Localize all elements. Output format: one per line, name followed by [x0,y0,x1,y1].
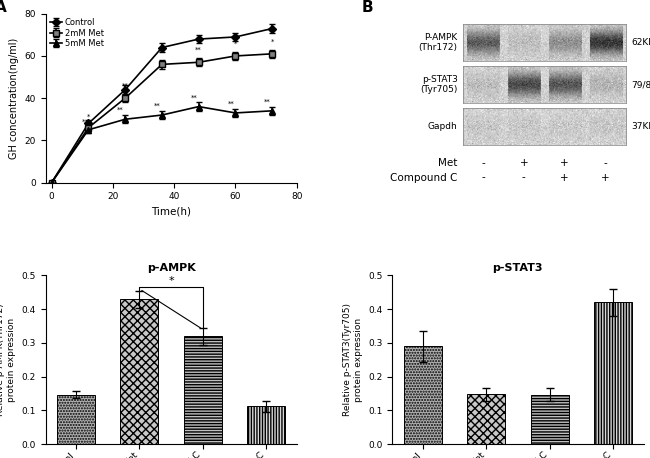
Text: Compound C: Compound C [390,173,458,182]
Text: +: + [560,158,569,168]
Text: -: - [522,173,526,182]
Title: p-AMPK: p-AMPK [147,263,196,273]
Text: Gapdh: Gapdh [428,122,458,131]
Text: **: ** [265,98,271,104]
Text: A: A [0,0,7,15]
Y-axis label: GH concentration(ng/ml): GH concentration(ng/ml) [8,38,19,159]
Text: 79/86KDa: 79/86KDa [631,80,650,89]
Text: **: ** [154,103,161,109]
Text: **: ** [227,101,234,107]
Text: **: ** [117,107,124,113]
Text: *: * [234,40,237,46]
Text: 62KDa: 62KDa [631,38,650,47]
Text: *: * [168,276,174,286]
Text: +: + [560,173,569,182]
Bar [57,395,95,444]
Bar [247,406,285,444]
X-axis label: Time(h): Time(h) [151,207,191,217]
Bar [530,395,569,444]
Bar [467,394,505,444]
Text: P-AMPK
(Thr172): P-AMPK (Thr172) [419,33,458,52]
Text: +: + [601,173,610,182]
Text: -: - [604,158,607,168]
Text: **: ** [159,49,165,55]
Text: **: ** [196,47,202,53]
Text: *: * [82,119,86,125]
Text: *: * [86,113,90,119]
Title: p-STAT3: p-STAT3 [493,263,543,273]
Text: Met: Met [438,158,458,168]
Text: B: B [362,0,374,15]
Text: -: - [481,158,485,168]
Legend: Control, 2mM Met, 5mM Met: Control, 2mM Met, 5mM Met [49,18,103,48]
Bar [404,346,442,444]
Text: **: ** [190,94,198,100]
Text: 37KDa: 37KDa [631,122,650,131]
Text: *: * [270,38,274,44]
Y-axis label: Relative p-AMPK(Thr172)
protein expression: Relative p-AMPK(Thr172) protein expressi… [0,304,16,416]
Y-axis label: Relative p-STAT3(Tyr705)
protein expression: Relative p-STAT3(Tyr705) protein express… [343,303,363,416]
Text: +: + [519,158,528,168]
Bar [594,302,632,444]
Text: -: - [481,173,485,182]
Text: p-STAT3
(Tyr705): p-STAT3 (Tyr705) [420,75,458,94]
Text: **: ** [122,82,129,89]
Bar [120,299,159,444]
Bar [184,336,222,444]
